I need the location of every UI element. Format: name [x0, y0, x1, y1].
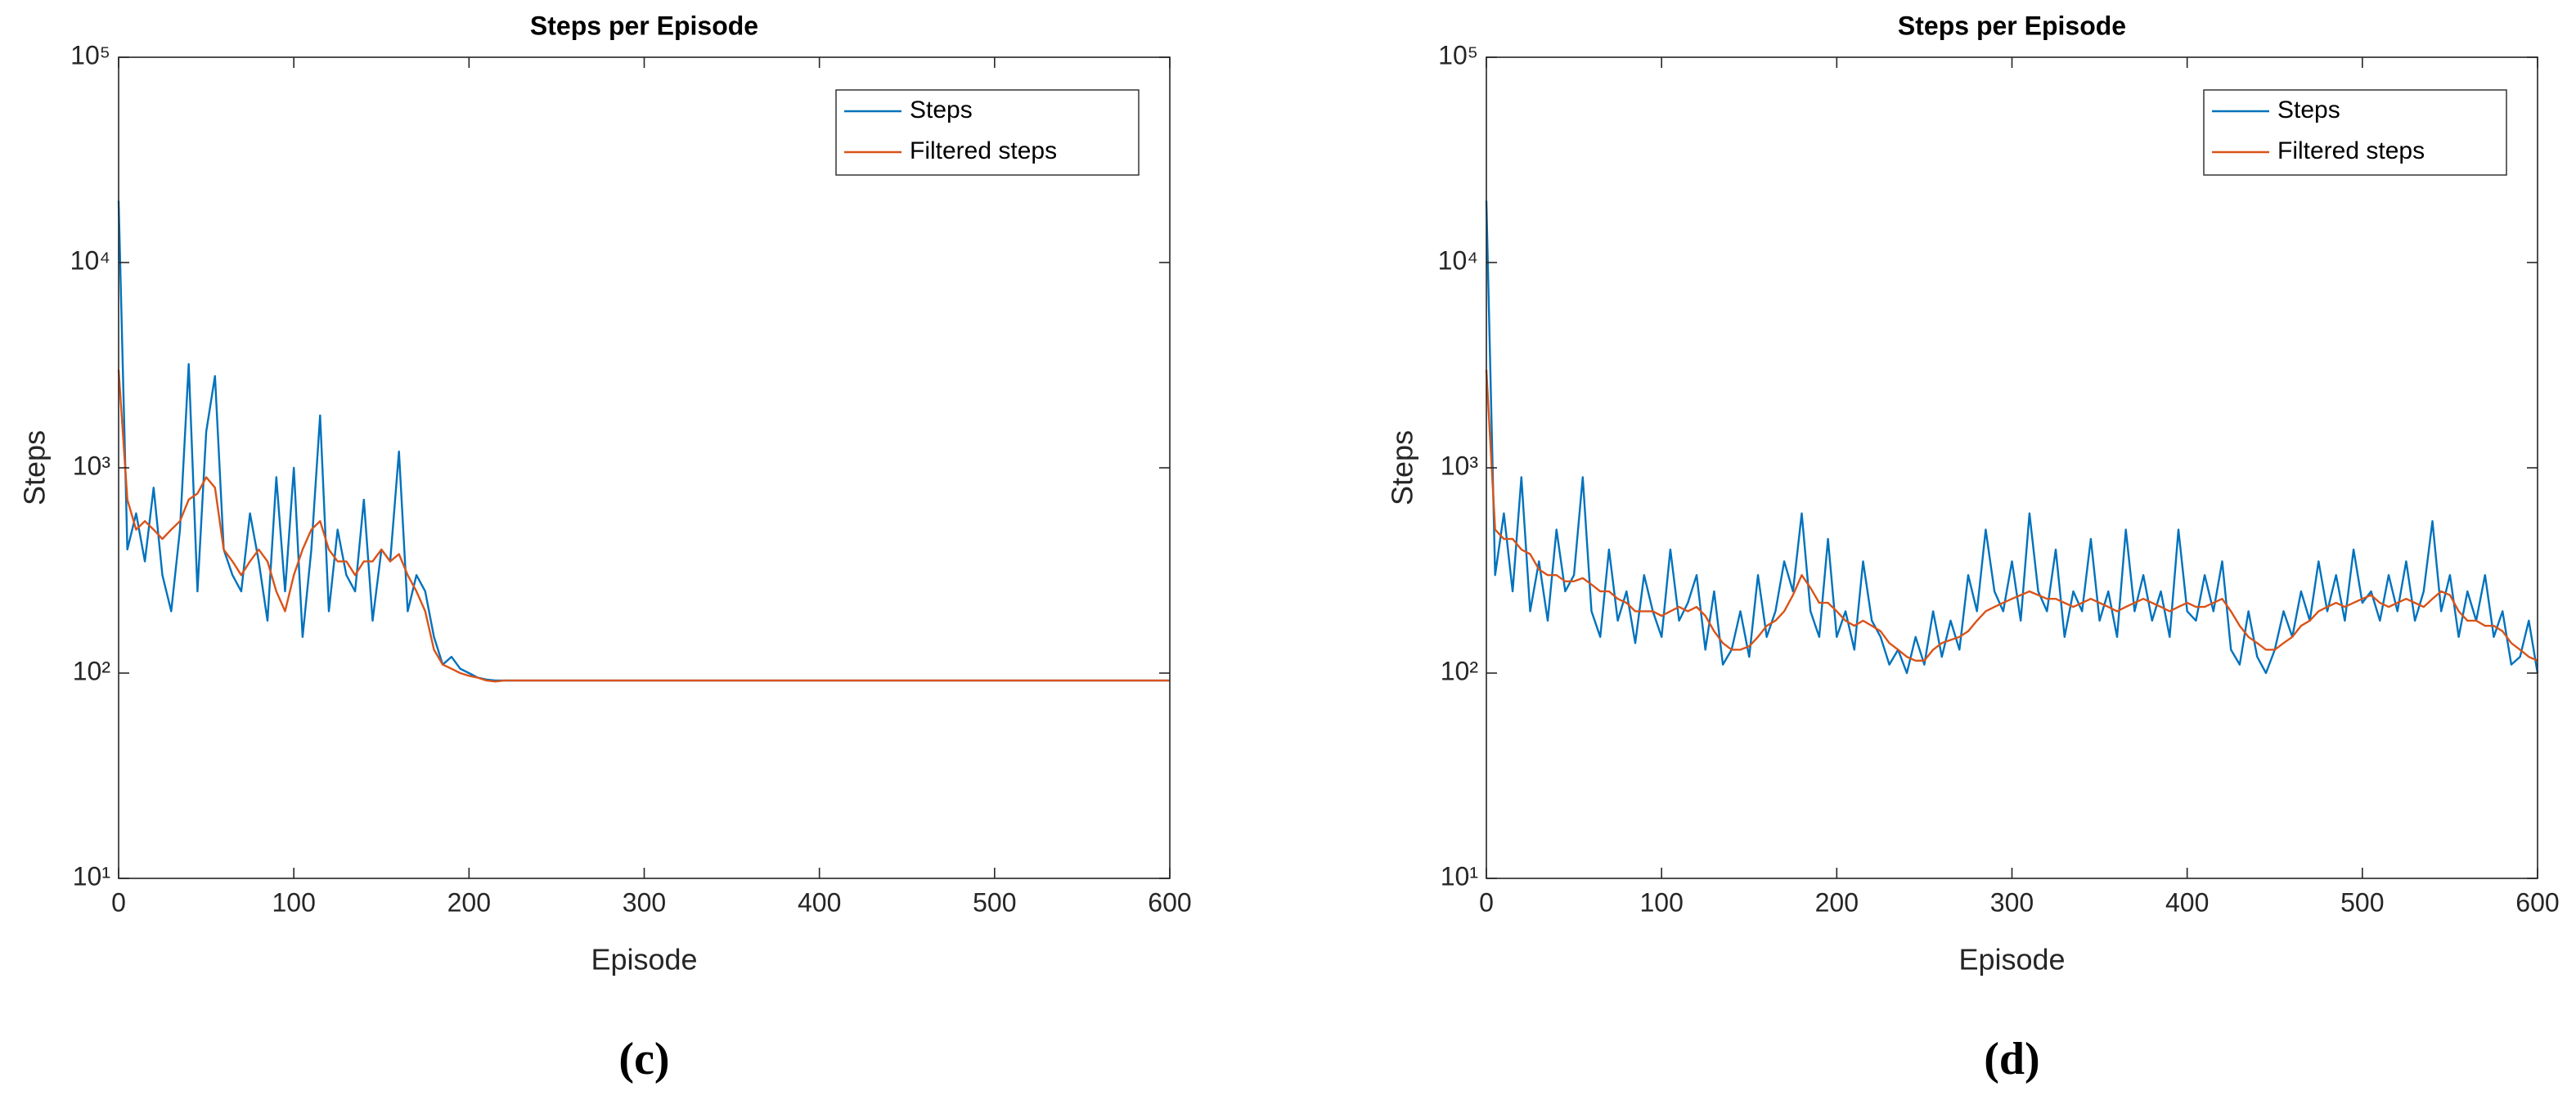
- y-tick-label: 10¹: [73, 861, 110, 891]
- x-tick-label: 200: [447, 887, 491, 917]
- chart-title: Steps per Episode: [530, 11, 758, 40]
- legend-label: Filtered steps: [2277, 137, 2425, 164]
- y-tick-label: 10²: [1441, 656, 1479, 685]
- x-tick-label: 0: [1479, 887, 1494, 917]
- plot-area: [1486, 57, 2538, 878]
- x-axis-label: Episode: [1958, 943, 2065, 977]
- x-axis-label: Episode: [591, 943, 697, 977]
- legend-label: Filtered steps: [910, 137, 1057, 164]
- x-tick-label: 100: [1639, 887, 1683, 917]
- y-tick-label: 10⁴: [1438, 245, 1478, 275]
- y-tick-label: 10⁵: [1438, 40, 1478, 70]
- y-tick-label: 10³: [73, 451, 111, 480]
- legend-label: Steps: [910, 97, 973, 123]
- x-tick-label: 300: [623, 887, 666, 917]
- y-tick-label: 10⁴: [70, 245, 110, 275]
- legend-box: [835, 89, 1140, 176]
- x-tick-label: 500: [2340, 887, 2384, 917]
- y-tick-label: 10³: [1441, 451, 1479, 480]
- y-tick-label: 10⁵: [70, 40, 110, 70]
- x-tick-label: 400: [798, 887, 841, 917]
- y-axis-label: Steps: [1386, 430, 1419, 505]
- y-tick-label: 10²: [73, 656, 111, 685]
- x-tick-label: 200: [1815, 887, 1859, 917]
- subplot: 0 100 200 300 400 500 600 10¹ 10² 10³ 10⁴ 10⁵ Steps …: [18, 11, 1192, 1084]
- y-tick-label: 10¹: [1441, 861, 1478, 891]
- x-tick-label: 500: [973, 887, 1016, 917]
- x-tick-label: 600: [2515, 887, 2559, 917]
- x-tick-label: 100: [272, 887, 315, 917]
- x-tick-label: 400: [2165, 887, 2209, 917]
- caption: (d): [1984, 1034, 2039, 1084]
- legend-label: Steps: [2277, 97, 2340, 123]
- x-tick-label: 0: [111, 887, 126, 917]
- x-tick-label: 300: [1990, 887, 2034, 917]
- chart-title: Steps per Episode: [1898, 11, 2126, 40]
- series-line: [1485, 200, 2539, 675]
- caption: (c): [618, 1034, 669, 1084]
- x-tick-label: 600: [1148, 887, 1191, 917]
- legend-box: [2203, 89, 2507, 176]
- series-line: [117, 370, 1170, 683]
- subplot: 0 100 200 300 400 500 600 10¹ 10² 10³ 10⁴ 10⁵ Steps …: [1386, 11, 2560, 1084]
- y-axis-label: Steps: [18, 430, 52, 505]
- plot-area: [119, 57, 1170, 878]
- series-line: [1485, 370, 2538, 662]
